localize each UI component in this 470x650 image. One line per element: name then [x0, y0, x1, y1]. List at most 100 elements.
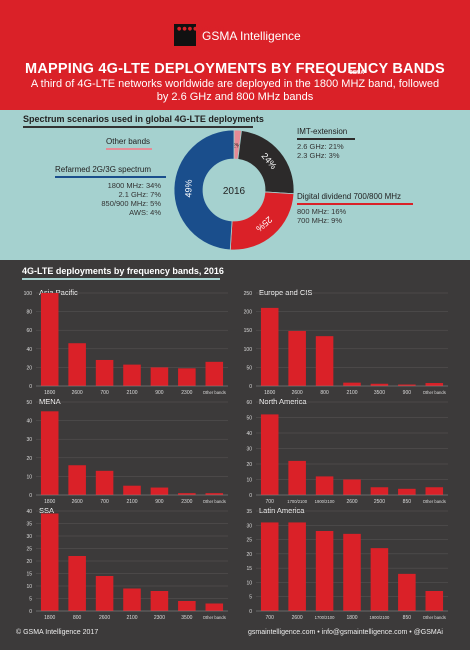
- bar-chart-panel: MENA 0 10 20 30 40 50 1800 2600 700 2100 900 2300 Oth…: [26, 397, 228, 505]
- bar: [40, 293, 59, 386]
- footer-contact: gsmaintelligence.com • info@gsmaintellig…: [248, 629, 443, 636]
- y-tick-label: 20: [246, 552, 252, 558]
- y-tick-label: 5: [29, 597, 32, 603]
- x-tick-label: 2600: [72, 499, 83, 505]
- charts-section-rule: [22, 278, 220, 280]
- charts-section-title: 4G-LTE deployments by frequency bands, 2…: [22, 266, 224, 276]
- x-tick-label: 2100: [126, 615, 137, 621]
- imt-item-2300: 2.3 GHz: 3%: [297, 151, 340, 160]
- y-tick-label: 15: [26, 572, 32, 578]
- x-tick-label: 850: [403, 499, 412, 505]
- x-tick-label: Other bands: [423, 390, 446, 395]
- y-tick-label: 10: [26, 474, 32, 480]
- bar-chart-panel: North America 0 10 20 30 40 50 60 700 1700/2100 19…: [246, 397, 448, 505]
- x-tick-label: 1900/2100: [315, 499, 335, 504]
- donut-slice-label: 49%: [183, 179, 194, 197]
- x-tick-label: 800: [320, 390, 329, 396]
- bar: [178, 601, 196, 611]
- spectrum-section: Spectrum scenarios used in global 4G-LTE…: [0, 110, 470, 260]
- donut-center-label: 2016: [223, 186, 246, 197]
- y-tick-label: 15: [246, 566, 252, 572]
- imt-underline: [297, 138, 355, 140]
- x-tick-label: Other bands: [423, 615, 446, 620]
- y-tick-label: 40: [246, 431, 252, 437]
- bar: [370, 383, 389, 386]
- x-tick-label: 1800: [346, 615, 357, 621]
- donut-slice: [173, 129, 235, 251]
- x-tick-label: Other bands: [203, 499, 226, 504]
- bar: [123, 364, 141, 386]
- x-tick-label: 2300: [181, 390, 192, 396]
- x-tick-label: 1700/2100: [315, 615, 335, 620]
- y-tick-label: 20: [26, 456, 32, 462]
- y-tick-label: 200: [244, 310, 253, 316]
- bar: [315, 476, 334, 495]
- bar: [205, 603, 224, 611]
- x-tick-label: 1800: [264, 390, 275, 396]
- bar: [68, 465, 86, 495]
- bar: [123, 485, 141, 495]
- y-tick-label: 10: [246, 580, 252, 586]
- x-tick-label: 850: [403, 615, 412, 621]
- x-tick-label: 2300: [181, 499, 192, 505]
- refarmed-item-850-900: 850/900 MHz: 5%: [101, 199, 161, 208]
- bar: [425, 591, 444, 611]
- y-tick-label: 250: [244, 291, 253, 297]
- y-tick-label: 30: [246, 447, 252, 453]
- spectrum-title-rule: [23, 126, 253, 128]
- refarmed-underline: [55, 176, 166, 178]
- bar: [150, 591, 169, 611]
- y-tick-label: 50: [26, 400, 32, 406]
- x-tick-label: 2500: [374, 499, 385, 505]
- y-tick-label: 50: [246, 365, 252, 371]
- bar: [150, 367, 169, 386]
- digital-item-800: 800 MHz: 16%: [297, 207, 347, 216]
- footer-copyright: © GSMA Intelligence 2017: [16, 629, 99, 636]
- digital-label: Digital dividend 700/800 MHz: [297, 192, 402, 201]
- x-tick-label: 1900/2100: [370, 615, 390, 620]
- refarmed-item-aws: AWS: 4%: [129, 208, 161, 217]
- bar-chart-title: Latin America: [259, 506, 305, 515]
- bar: [370, 487, 389, 495]
- bar-chart-panel: SSA 0 5 10 15 20 25 30 35 40 1800 800 2600 2100 2300 35…: [26, 506, 228, 621]
- y-tick-label: 100: [244, 347, 253, 353]
- bar: [288, 460, 306, 495]
- x-tick-label: 700: [100, 390, 109, 396]
- x-tick-label: 1700/2100: [287, 499, 307, 504]
- x-tick-label: 2600: [346, 499, 357, 505]
- x-tick-label: 800: [73, 615, 82, 621]
- page-title: MAPPING 4G-LTE DEPLOYMENTS BY FREQUENCY …: [25, 61, 445, 77]
- y-tick-label: 0: [249, 384, 252, 390]
- y-tick-label: 35: [26, 522, 32, 528]
- bar: [370, 548, 389, 611]
- bar: [95, 359, 114, 386]
- imt-item-2600: 2.6 GHz: 21%: [297, 142, 344, 151]
- y-tick-label: 20: [246, 462, 252, 468]
- bar: [398, 488, 416, 495]
- bar: [288, 330, 306, 386]
- x-tick-label: 1800: [44, 390, 55, 396]
- bar: [260, 522, 279, 611]
- x-tick-label: 3500: [181, 615, 192, 621]
- y-tick-label: 0: [249, 609, 252, 615]
- bar: [40, 513, 59, 611]
- y-tick-label: 25: [246, 538, 252, 544]
- bar: [343, 533, 361, 611]
- y-tick-label: 40: [26, 347, 32, 353]
- imt-label: IMT-extension: [297, 127, 348, 136]
- x-tick-label: 900: [155, 499, 164, 505]
- page-subtitle: A third of 4G-LTE networks worldwide are…: [30, 78, 440, 103]
- bar-chart-title: MENA: [39, 397, 61, 406]
- x-tick-label: 700: [100, 499, 109, 505]
- logo-text: GSMA: [349, 70, 364, 76]
- y-tick-label: 35: [246, 509, 252, 515]
- refarmed-item-2100: 2.1 GHz: 7%: [118, 190, 161, 199]
- x-tick-label: 3500: [374, 390, 385, 396]
- x-tick-label: Other bands: [423, 499, 446, 504]
- y-tick-label: 0: [29, 609, 32, 615]
- bar: [178, 368, 196, 386]
- digital-underline: [297, 203, 413, 205]
- bar: [178, 493, 196, 495]
- bar-chart-title: Asia Pacific: [39, 288, 78, 297]
- y-tick-label: 100: [24, 291, 33, 297]
